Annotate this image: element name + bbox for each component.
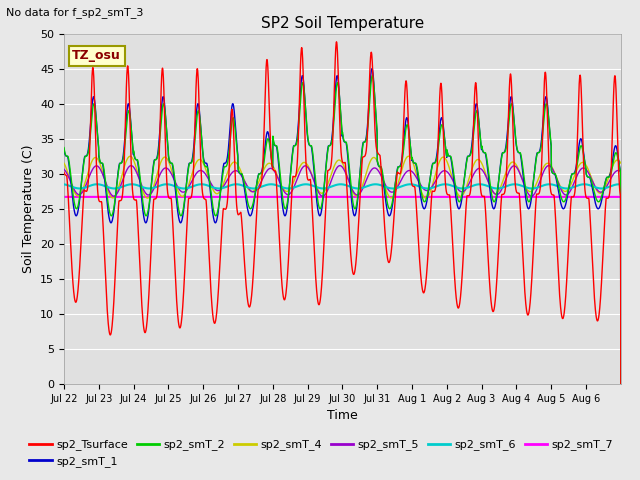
Y-axis label: Soil Temperature (C): Soil Temperature (C) [22, 144, 35, 273]
Text: No data for f_sp2_smT_3: No data for f_sp2_smT_3 [6, 7, 144, 18]
Text: TZ_osu: TZ_osu [72, 49, 121, 62]
Title: SP2 Soil Temperature: SP2 Soil Temperature [260, 16, 424, 31]
Legend: sp2_Tsurface, sp2_smT_1, sp2_smT_2, sp2_smT_4, sp2_smT_5, sp2_smT_6, sp2_smT_7: sp2_Tsurface, sp2_smT_1, sp2_smT_2, sp2_… [25, 435, 618, 471]
X-axis label: Time: Time [327, 409, 358, 422]
